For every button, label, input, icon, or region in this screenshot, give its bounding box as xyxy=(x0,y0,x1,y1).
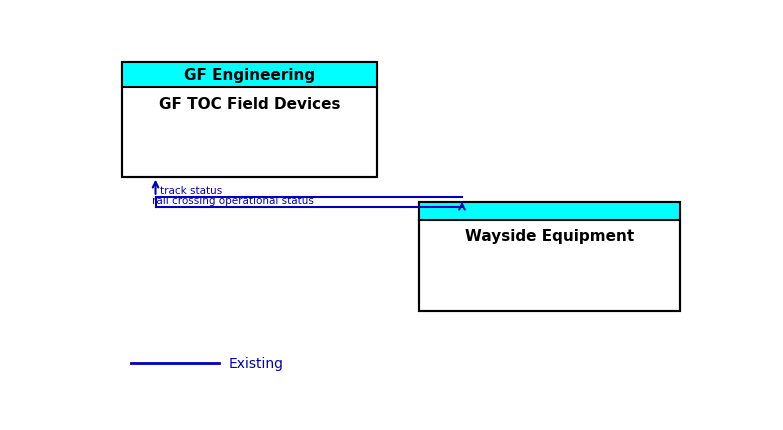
Bar xyxy=(420,202,680,311)
Text: Existing: Existing xyxy=(229,356,283,371)
Text: GF Engineering: GF Engineering xyxy=(184,68,315,83)
Text: rail crossing operational status: rail crossing operational status xyxy=(153,196,314,206)
Bar xyxy=(122,63,377,178)
Bar xyxy=(420,202,680,221)
Text: track status: track status xyxy=(161,186,222,196)
Text: Wayside Equipment: Wayside Equipment xyxy=(465,229,634,244)
Bar xyxy=(122,63,377,178)
Bar xyxy=(122,63,377,88)
Bar xyxy=(420,202,680,311)
Text: GF TOC Field Devices: GF TOC Field Devices xyxy=(159,96,341,111)
